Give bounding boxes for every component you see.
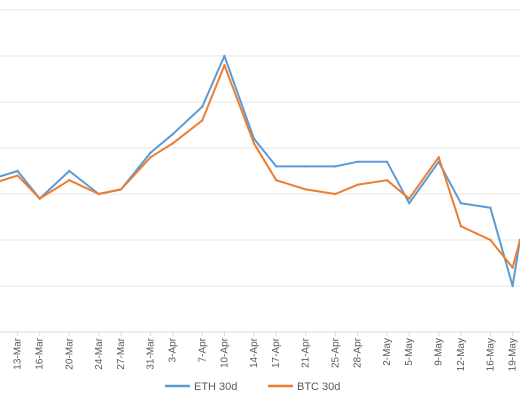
data-point [385, 160, 389, 163]
x-tick-label: 9-May [434, 338, 445, 366]
legend-label-btc: BTC 30d [297, 381, 340, 393]
data-point [16, 169, 19, 173]
data-point [356, 160, 359, 163]
series-line-btc [0, 64, 520, 269]
data-point [385, 179, 389, 182]
legend-label-eth: ETH 30d [194, 381, 237, 393]
data-point [274, 179, 278, 182]
legend-item-btc: BTC 30d [268, 381, 340, 393]
series-layer [0, 54, 520, 288]
x-tick-label: 20-Mar [64, 337, 75, 369]
legend: ETH 30d BTC 30d [165, 381, 340, 393]
data-point [97, 192, 101, 196]
data-point [68, 169, 71, 173]
x-tick-label: 16-May [485, 338, 496, 371]
data-point [459, 225, 463, 228]
x-tick-label: 16-Mar [35, 337, 46, 369]
series-line-eth [0, 55, 520, 287]
x-tick-label: 12-May [456, 338, 467, 371]
x-tick-label: 14-Apr [249, 337, 260, 368]
x-tick-label: 19-May [508, 338, 519, 371]
legend-item-eth: ETH 30d [165, 381, 237, 393]
x-tick-label: 31-Mar [146, 337, 157, 369]
data-point [334, 192, 337, 196]
x-tick-label: 27-Mar [116, 337, 127, 369]
data-point [356, 183, 359, 186]
gridlines [0, 9, 520, 287]
data-point [201, 119, 204, 122]
data-point [68, 179, 71, 182]
x-tick-label: 21-Apr [301, 337, 312, 368]
x-tick-label: 13-Mar [13, 337, 24, 369]
data-point [511, 266, 514, 269]
x-tick-label: 24-Mar [94, 337, 105, 369]
x-tick-label: 25-Apr [330, 337, 341, 368]
data-point [149, 156, 152, 159]
data-point [274, 165, 278, 168]
data-point [407, 197, 411, 200]
x-tick-label: 2-May [382, 338, 393, 366]
x-tick-label: 28-Apr [352, 337, 363, 368]
data-point [489, 206, 492, 209]
x-tick-label: 10-Apr [219, 337, 230, 368]
x-tick-label: 3-Apr [168, 337, 179, 362]
data-point [489, 238, 492, 242]
x-tick-label: 17-Apr [271, 337, 282, 368]
data-point [304, 165, 307, 168]
data-point [38, 197, 41, 200]
data-point [334, 165, 337, 168]
data-point [511, 284, 514, 288]
data-point [171, 142, 174, 145]
data-point [252, 142, 256, 145]
data-point [437, 156, 440, 159]
x-tick-label: 7-Apr [197, 337, 208, 362]
x-tick-label: 5-May [404, 338, 415, 366]
data-point [459, 202, 463, 205]
data-point [201, 105, 204, 108]
data-point [171, 133, 174, 136]
x-axis-ticks: 9-Mar13-Mar16-Mar20-Mar24-Mar27-Mar31-Ma… [13, 332, 519, 371]
data-point [149, 151, 152, 154]
data-point [223, 54, 226, 58]
data-point [304, 188, 307, 191]
data-point [223, 63, 226, 67]
data-point [119, 188, 123, 191]
data-point [16, 174, 19, 177]
data-point [407, 202, 411, 205]
